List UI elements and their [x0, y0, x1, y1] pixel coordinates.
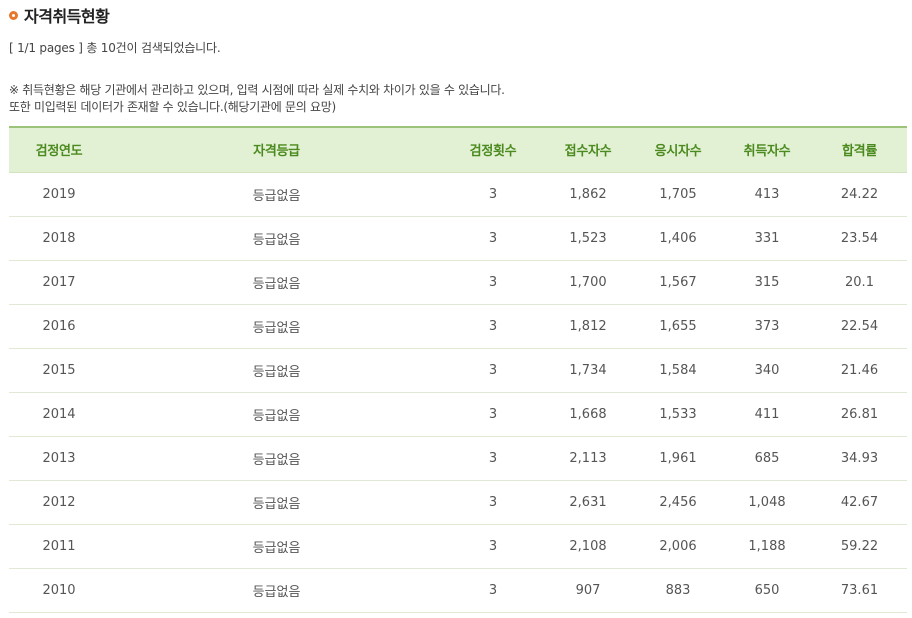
table-cell: 2,113 — [542, 436, 634, 481]
table-cell: 1,961 — [634, 436, 722, 481]
table-cell: 411 — [722, 392, 812, 437]
table-cell: 331 — [722, 216, 812, 261]
table-cell: 등급없음 — [109, 348, 444, 393]
table-cell: 3 — [444, 392, 542, 437]
table-cell: 2017 — [9, 260, 109, 305]
page-title: 자격취득현황 — [24, 7, 110, 26]
table-cell: 3 — [444, 524, 542, 569]
column-header: 응시자수 — [634, 126, 722, 173]
table-cell: 2,108 — [542, 524, 634, 569]
table-cell: 373 — [722, 304, 812, 349]
table-cell: 2013 — [9, 436, 109, 481]
table-cell: 등급없음 — [109, 172, 444, 217]
table-row: 2018 등급없음 3 1,523 1,406 331 23.54 — [9, 216, 907, 261]
table-cell: 1,048 — [722, 480, 812, 525]
table-cell: 650 — [722, 568, 812, 613]
table-cell: 3 — [444, 568, 542, 613]
table-cell: 등급없음 — [109, 524, 444, 569]
table-cell: 21.46 — [812, 348, 907, 393]
column-header: 자격등급 — [109, 126, 444, 173]
notice: ※ 취득현황은 해당 기관에서 관리하고 있으며, 입력 시점에 따라 실제 수… — [9, 82, 505, 116]
table-cell: 등급없음 — [109, 436, 444, 481]
table-cell: 2018 — [9, 216, 109, 261]
table-cell: 3 — [444, 436, 542, 481]
table-cell: 1,862 — [542, 172, 634, 217]
table-cell: 2,006 — [634, 524, 722, 569]
table-cell: 3 — [444, 172, 542, 217]
table-cell: 1,406 — [634, 216, 722, 261]
table-header-row: 검정연도 자격등급 검정횟수 접수자수 응시자수 취득자수 합격률 — [9, 126, 907, 173]
table-cell: 등급없음 — [109, 216, 444, 261]
table-row: 2013 등급없음 3 2,113 1,961 685 34.93 — [9, 436, 907, 481]
table-cell: 2,456 — [634, 480, 722, 525]
table-cell: 1,705 — [634, 172, 722, 217]
table-cell: 315 — [722, 260, 812, 305]
table-cell: 1,584 — [634, 348, 722, 393]
table-cell: 2019 — [9, 172, 109, 217]
table-cell: 20.1 — [812, 260, 907, 305]
table-cell: 1,700 — [542, 260, 634, 305]
page-info: [ 1/1 pages ] 총 10건이 검색되었습니다. — [9, 41, 221, 55]
certification-stats-table: 검정연도 자격등급 검정횟수 접수자수 응시자수 취득자수 합격률 2019 등급… — [9, 126, 907, 613]
table-cell: 685 — [722, 436, 812, 481]
table-cell: 22.54 — [812, 304, 907, 349]
table-cell: 3 — [444, 260, 542, 305]
table-cell: 34.93 — [812, 436, 907, 481]
table-cell: 1,523 — [542, 216, 634, 261]
column-header: 합격률 — [812, 126, 907, 173]
table-cell: 등급없음 — [109, 568, 444, 613]
table-cell: 2,631 — [542, 480, 634, 525]
column-header: 검정횟수 — [444, 126, 542, 173]
table-row: 2019 등급없음 3 1,862 1,705 413 24.22 — [9, 172, 907, 217]
table-row: 2011 등급없음 3 2,108 2,006 1,188 59.22 — [9, 524, 907, 569]
table-cell: 등급없음 — [109, 304, 444, 349]
table-cell: 59.22 — [812, 524, 907, 569]
table-cell: 2012 — [9, 480, 109, 525]
table-cell: 1,188 — [722, 524, 812, 569]
table-cell: 3 — [444, 348, 542, 393]
table-cell: 1,655 — [634, 304, 722, 349]
table-cell: 2011 — [9, 524, 109, 569]
table-cell: 2015 — [9, 348, 109, 393]
notice-line: ※ 취득현황은 해당 기관에서 관리하고 있으며, 입력 시점에 따라 실제 수… — [9, 83, 505, 97]
table-cell: 2016 — [9, 304, 109, 349]
table-row: 2010 등급없음 3 907 883 650 73.61 — [9, 568, 907, 613]
table-cell: 3 — [444, 480, 542, 525]
bullet-icon — [9, 10, 18, 20]
section-title: 자격취득현황 — [9, 4, 110, 26]
table-cell: 2010 — [9, 568, 109, 613]
table-cell: 883 — [634, 568, 722, 613]
table-cell: 1,533 — [634, 392, 722, 437]
table-cell: 3 — [444, 304, 542, 349]
table-cell: 42.67 — [812, 480, 907, 525]
table-cell: 등급없음 — [109, 392, 444, 437]
table-cell: 1,567 — [634, 260, 722, 305]
table-row: 2014 등급없음 3 1,668 1,533 411 26.81 — [9, 392, 907, 437]
table-row: 2017 등급없음 3 1,700 1,567 315 20.1 — [9, 260, 907, 305]
notice-line: 또한 미입력된 데이터가 존재할 수 있습니다.(해당기관에 문의 요망) — [9, 100, 336, 114]
table-cell: 24.22 — [812, 172, 907, 217]
column-header: 취득자수 — [722, 126, 812, 173]
table-cell: 26.81 — [812, 392, 907, 437]
column-header: 검정연도 — [9, 126, 109, 173]
table-cell: 2014 — [9, 392, 109, 437]
table-cell: 3 — [444, 216, 542, 261]
table-cell: 등급없음 — [109, 480, 444, 525]
table-cell: 등급없음 — [109, 260, 444, 305]
table-cell: 73.61 — [812, 568, 907, 613]
table-row: 2016 등급없음 3 1,812 1,655 373 22.54 — [9, 304, 907, 349]
table-cell: 1,812 — [542, 304, 634, 349]
table-cell: 1,734 — [542, 348, 634, 393]
column-header: 접수자수 — [542, 126, 634, 173]
table-cell: 340 — [722, 348, 812, 393]
table-cell: 907 — [542, 568, 634, 613]
table-cell: 413 — [722, 172, 812, 217]
table-row: 2012 등급없음 3 2,631 2,456 1,048 42.67 — [9, 480, 907, 525]
table-cell: 1,668 — [542, 392, 634, 437]
table-cell: 23.54 — [812, 216, 907, 261]
table-row: 2015 등급없음 3 1,734 1,584 340 21.46 — [9, 348, 907, 393]
